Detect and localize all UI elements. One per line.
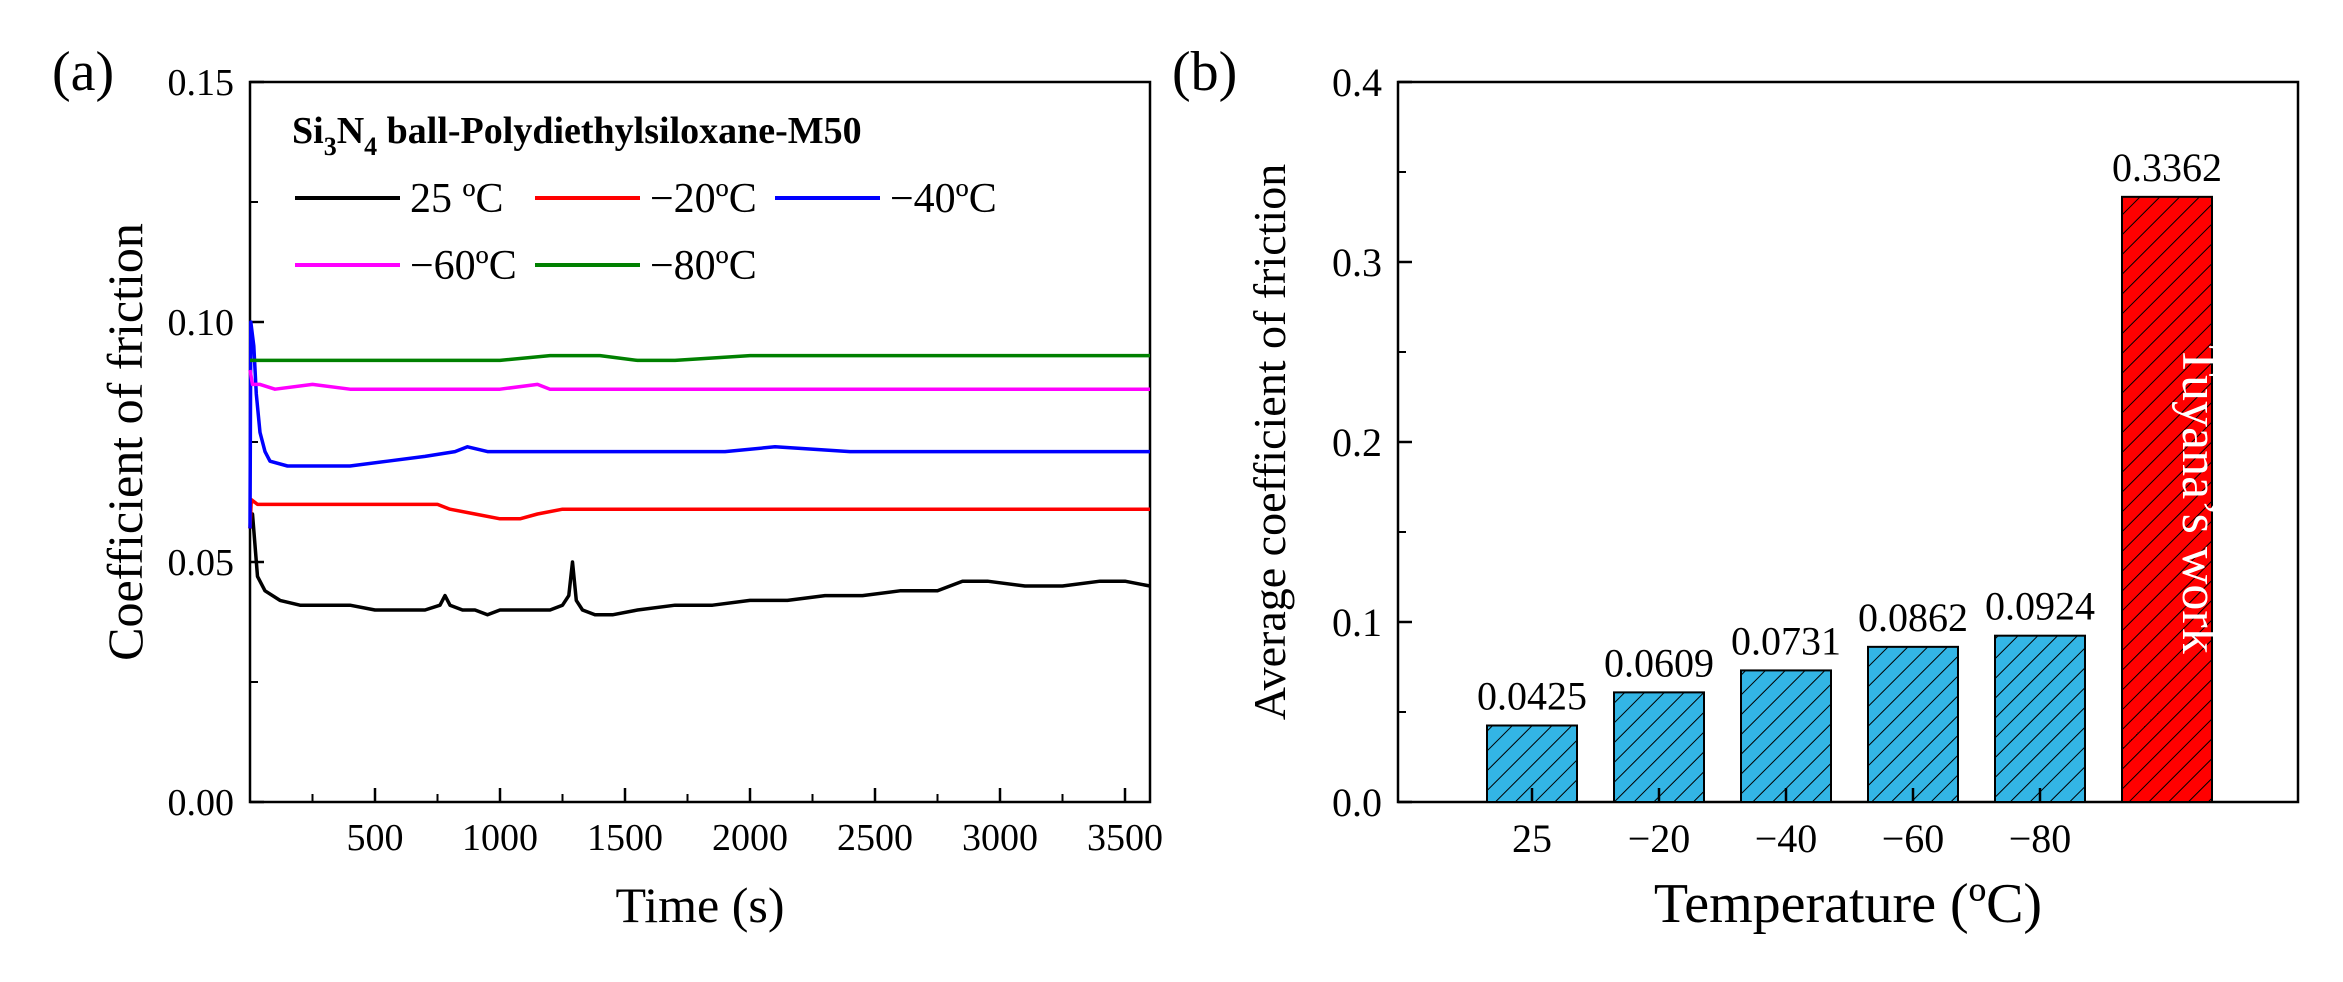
bar-value-label-0: 0.0425: [1477, 674, 1587, 719]
panel-a-y-tick-label: 0.00: [168, 782, 235, 824]
panel-a-label: (a): [52, 41, 114, 103]
series-line-4: [250, 353, 1150, 363]
panel-a-legend-title: Si3N4 ball-Polydiethylsiloxane-M50: [292, 110, 862, 161]
panel-a-x-tick-label: 2000: [712, 817, 788, 859]
panel-a-y-tick-label: 0.15: [168, 62, 235, 104]
series-line-0: [248, 512, 1151, 617]
panel-a-series-lines: [248, 320, 1151, 617]
panel-a-x-ticks: 500 1000 1500 2000 2500 3000 3500: [311, 788, 1163, 859]
panel-b: (b) 0.00.10.20.30.4 0.0425250.0609−200.0…: [1172, 41, 2300, 935]
panel-a-x-tick-label: 3500: [1087, 817, 1163, 859]
panel-b-y-tick-label: 0.0: [1332, 780, 1382, 825]
panel-b-bars: 0.0425 25 0.0609 −20 0.0731 −40 0.0862 −60 0.092…: [1477, 145, 2228, 861]
panel-a-y-axis-label: Coefficient of friction: [97, 223, 153, 661]
legend-label-minus80c: −80ºC: [650, 243, 757, 289]
bar-3: [1867, 645, 1959, 804]
panel-a-x-axis-label: Time (s): [615, 877, 784, 933]
panel-a-y-ticks: 0.00 0.05 0.10 0.15: [168, 62, 264, 824]
panel-b-y-tick-label: 0.4: [1332, 60, 1382, 105]
panel-a-x-tick-label: 500: [347, 817, 404, 859]
panel-b-x-tick-label: −40: [1755, 816, 1818, 861]
panel-b-y-axis-label: Average coefficient of friction: [1244, 164, 1295, 720]
legend-label-minus20c: −20ºC: [650, 176, 757, 222]
panel-a-legend: 25 ºC −20ºC −40ºC −60ºC −80ºC: [295, 176, 997, 289]
panel-b-x-tick-label: 25: [1512, 816, 1552, 861]
panel-b-y-tick-label: 0.2: [1332, 420, 1382, 465]
panel-a-y-tick-label: 0.10: [168, 302, 235, 344]
bar-2: [1740, 669, 1832, 803]
panel-b-x-tick-label: −80: [2009, 816, 2072, 861]
legend-label-minus60c: −60ºC: [410, 243, 517, 289]
series-line-1: [248, 497, 1150, 529]
panel-b-x-tick-label: −60: [1882, 816, 1945, 861]
panel-b-y-tick-label: 0.3: [1332, 240, 1382, 285]
bar-value-label-3: 0.0862: [1858, 595, 1968, 640]
panel-a-x-tick-label: 1000: [462, 817, 538, 859]
legend-label-25c: 25 ºC: [410, 176, 504, 222]
bar-4: [1994, 634, 2086, 803]
panel-b-x-tick-label: −20: [1628, 816, 1691, 861]
panel-b-x-axis-label: Temperature (ºC): [1654, 873, 2042, 935]
panel-a-x-tick-label: 1500: [587, 817, 663, 859]
panel-b-y-tick-label: 0.1: [1332, 600, 1382, 645]
bar-5: [2121, 195, 2213, 803]
series-line-2: [248, 320, 1150, 529]
legend-label-minus40c: −40ºC: [890, 176, 997, 222]
panel-b-label: (b): [1172, 41, 1237, 103]
bar-value-label-2: 0.0731: [1731, 618, 1841, 663]
bar-1: [1613, 691, 1705, 804]
panel-a-x-tick-label: 2500: [837, 817, 913, 859]
panel-a: (a) 0.00 0.05 0.10 0.15 500 1000 1500 2000 2500…: [52, 41, 1163, 933]
bar-value-label-4: 0.0924: [1985, 584, 2095, 629]
panel-a-x-tick-label: 3000: [962, 817, 1038, 859]
series-line-3: [248, 369, 1150, 391]
bar-annotation-5: Tuyana’s work: [2171, 345, 2228, 654]
bar-value-label-1: 0.0609: [1604, 640, 1714, 685]
panel-b-y-ticks: 0.0 0.1 0.2 0.3 0.4: [1332, 60, 1412, 825]
bar-value-label-5: 0.3362: [2112, 145, 2222, 190]
panel-a-y-tick-label: 0.05: [168, 542, 235, 584]
